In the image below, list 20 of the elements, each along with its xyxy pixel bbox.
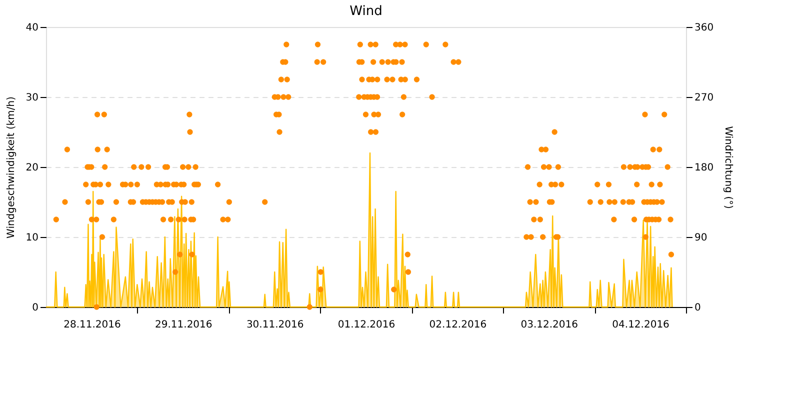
y2-tick-label: 360 [694, 22, 714, 34]
y2-tick-label: 270 [694, 92, 714, 104]
y2-tick-label: 180 [694, 162, 714, 174]
x-tick-label: 29.11.2016 [155, 320, 212, 330]
x-tick-label: 02.12.2016 [429, 320, 487, 330]
x-tick-label: 01.12.2016 [338, 320, 396, 330]
y-tick-label: 20 [26, 162, 38, 174]
y2-tick-label: 0 [694, 302, 701, 314]
x-tick-label: 04.12.2016 [612, 320, 670, 330]
y-tick-label: 0 [32, 302, 38, 314]
chart-title: Wind [350, 4, 382, 19]
y2-axis-title: Windrichtung (°) [722, 126, 734, 209]
x-tick-label: 03.12.2016 [520, 320, 578, 330]
x-tick-label: 30.11.2016 [246, 320, 304, 330]
y-tick-label: 10 [26, 232, 38, 244]
y-tick-label: 30 [26, 92, 38, 104]
y-tick-label: 40 [26, 22, 38, 34]
y2-tick-label: 90 [694, 232, 708, 244]
y-axis-title: Windgeschwindigkeit (km/h) [6, 96, 17, 238]
x-tick-label: 28.11.2016 [64, 320, 121, 330]
